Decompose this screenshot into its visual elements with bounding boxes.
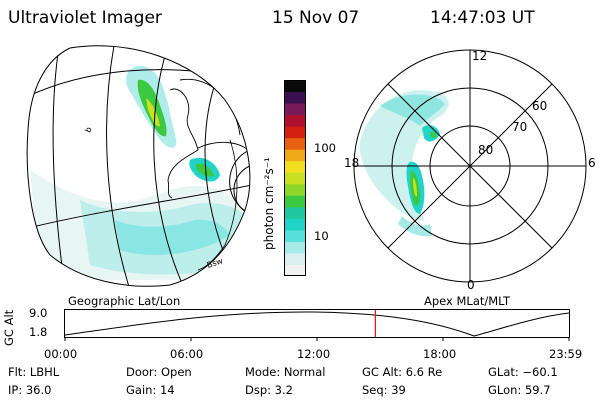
colorbar-segment	[284, 264, 306, 276]
info-seq: Seq: 39	[362, 383, 406, 397]
info-mode: Mode: Normal	[245, 365, 326, 379]
info-glon: GLon: 59.7	[488, 383, 551, 397]
header-date: 15 Nov 07	[272, 8, 360, 28]
colorbar-segment	[284, 160, 306, 173]
right-map-caption: Apex MLat/MLT	[424, 294, 511, 308]
coast-label-b: b	[83, 126, 93, 134]
x-tick-1800: 18:00	[423, 347, 457, 361]
info-door: Door: Open	[126, 365, 192, 379]
info-dsp: Dsp: 3.2	[245, 383, 293, 397]
info-ip: IP: 36.0	[8, 383, 52, 397]
mlt-label-18: 18	[344, 156, 359, 170]
colorbar-segment	[284, 172, 306, 185]
colorbar-segment	[284, 114, 306, 127]
app-title: Ultraviolet Imager	[8, 8, 162, 28]
colorbar-segment	[284, 80, 306, 93]
colorbar-segment	[284, 252, 306, 265]
colorbar-segment	[284, 195, 306, 208]
info-flt: Flt: LBHL	[8, 365, 60, 379]
mlt-label-6: 6	[588, 156, 596, 170]
left-map-caption: Geographic Lat/Lon	[68, 294, 181, 308]
colorbar-segment	[284, 206, 306, 219]
colorbar-segment	[284, 126, 306, 139]
colorbar-label: photon cm⁻²s⁻¹	[262, 157, 276, 250]
x-tick-1200: 12:00	[297, 347, 331, 361]
colorbar-segment	[284, 183, 306, 196]
mlat-label-70: 70	[512, 120, 527, 134]
colorbar	[284, 80, 306, 276]
timeline-ylabel: GC Alt	[2, 309, 16, 346]
colorbar-segment	[284, 91, 306, 104]
timeline-ymin: 1.8	[29, 325, 48, 339]
info-gcalt: GC Alt: 6.6 Re	[362, 365, 443, 379]
info-glat: GLat: −60.1	[488, 365, 558, 379]
mlat-label-80: 80	[478, 143, 493, 157]
altitude-timeline	[64, 309, 570, 341]
x-tick-0600: 06:00	[170, 347, 204, 361]
colorbar-segment	[284, 149, 306, 162]
colorbar-tick-10: 10	[314, 229, 329, 243]
colorbar-segment	[284, 229, 306, 242]
colorbar-segment	[284, 218, 306, 231]
colorbar-segment	[284, 137, 306, 150]
x-tick-0000: 00:00	[44, 347, 78, 361]
colorbar-tick-100: 100	[314, 141, 336, 155]
colorbar-segment	[284, 103, 306, 116]
x-tick-2359: 23:59	[549, 347, 583, 361]
mlt-label-0: 0	[467, 278, 475, 290]
timeline-ymax: 9.0	[29, 306, 48, 320]
mlt-label-12: 12	[472, 49, 487, 63]
info-gain: Gain: 14	[126, 383, 175, 397]
mlat-label-60: 60	[532, 99, 547, 113]
colorbar-segment	[284, 241, 306, 254]
geographic-map: b Bsw	[26, 45, 251, 287]
header-time: 14:47:03 UT	[430, 8, 535, 28]
polar-map: 12 18 6 0 60 70 80	[344, 49, 596, 290]
altitude-curve	[64, 311, 570, 337]
